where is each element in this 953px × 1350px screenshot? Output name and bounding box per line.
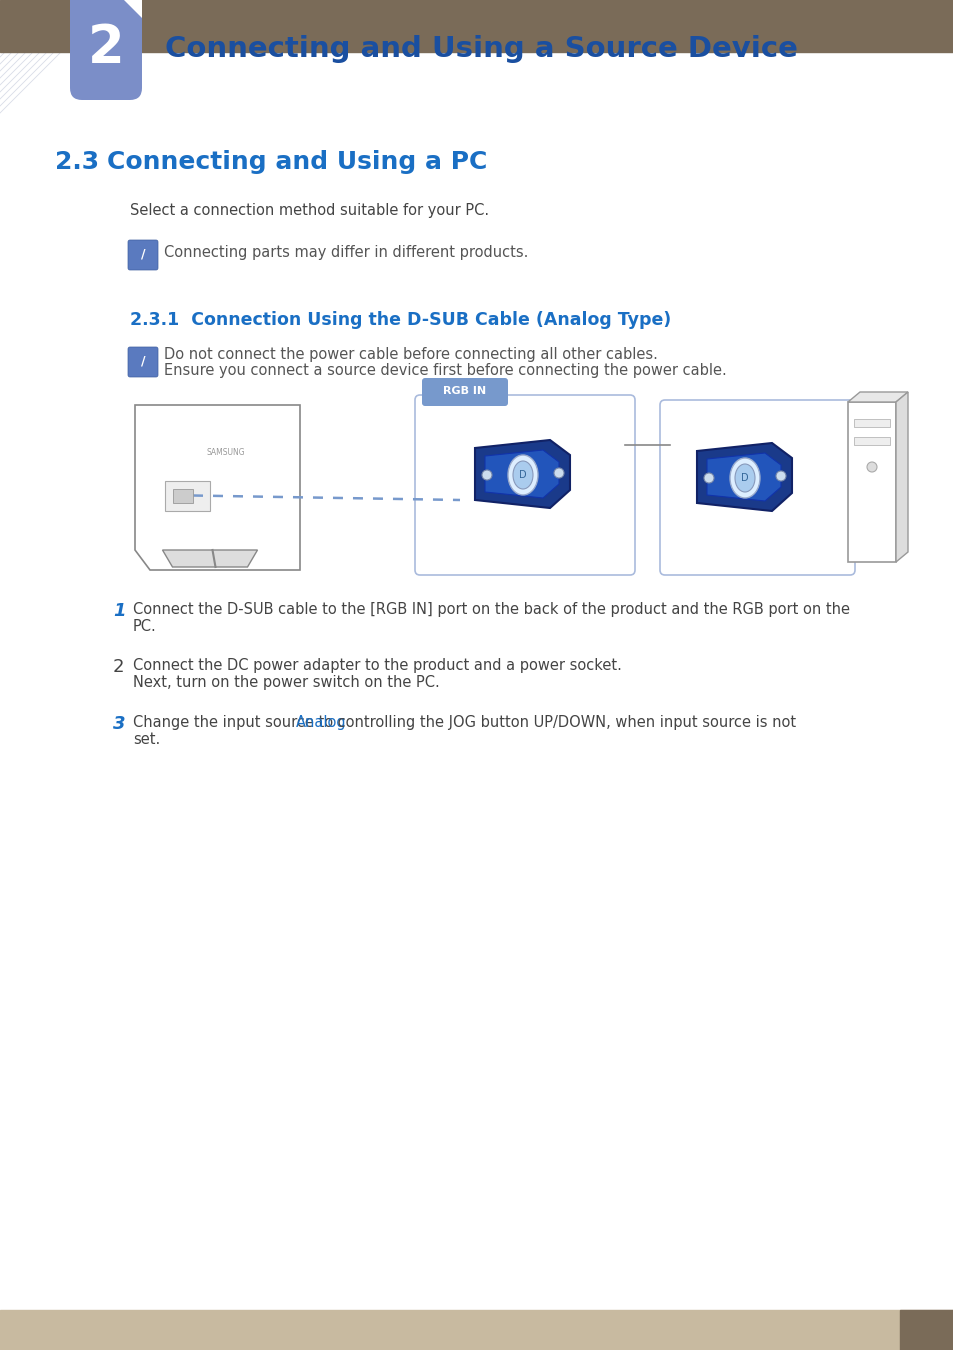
Text: set.: set.: [132, 732, 160, 747]
Text: RGB IN: RGB IN: [443, 386, 486, 396]
Text: /: /: [140, 355, 145, 367]
Text: Connecting and Using a PC: Connecting and Using a PC: [107, 150, 487, 174]
Text: 2.3.1  Connection Using the D-SUB Cable (Analog Type): 2.3.1 Connection Using the D-SUB Cable (…: [130, 310, 671, 329]
Polygon shape: [706, 454, 781, 501]
Text: SAMSUNG: SAMSUNG: [206, 448, 245, 458]
Polygon shape: [895, 392, 907, 562]
Text: Connect the D-SUB cable to the [RGB IN] port on the back of the product and the : Connect the D-SUB cable to the [RGB IN] …: [132, 602, 849, 617]
Text: Ensure you connect a source device first before connecting the power cable.: Ensure you connect a source device first…: [164, 363, 726, 378]
Bar: [165, 481, 210, 510]
Polygon shape: [484, 450, 558, 498]
Text: Analog: Analog: [296, 716, 347, 730]
FancyBboxPatch shape: [659, 400, 854, 575]
Text: Connect the DC power adapter to the product and a power socket.: Connect the DC power adapter to the prod…: [132, 657, 621, 674]
Text: Connecting and Using a Source Device: Connecting and Using a Source Device: [165, 35, 797, 63]
Ellipse shape: [734, 464, 754, 491]
FancyBboxPatch shape: [421, 378, 507, 406]
Bar: [847, 402, 895, 562]
Circle shape: [866, 462, 876, 472]
FancyBboxPatch shape: [70, 0, 142, 100]
Text: Connecting parts may differ in different products.: Connecting parts may differ in different…: [164, 246, 528, 261]
Text: 2.3: 2.3: [55, 150, 99, 174]
FancyBboxPatch shape: [128, 240, 158, 270]
Bar: [172, 489, 193, 502]
FancyBboxPatch shape: [128, 347, 158, 377]
Bar: [70, 0, 142, 20]
Polygon shape: [475, 440, 569, 508]
Circle shape: [775, 471, 785, 481]
Circle shape: [481, 470, 492, 481]
Text: D: D: [518, 470, 526, 481]
Circle shape: [703, 472, 713, 483]
Text: 1: 1: [112, 602, 126, 620]
Bar: [853, 418, 889, 427]
Ellipse shape: [507, 455, 537, 495]
Text: D: D: [740, 472, 748, 483]
Text: 2 Connecting and Using a Source Device: 2 Connecting and Using a Source Device: [613, 1323, 884, 1336]
Bar: [0, 0, 953, 53]
Ellipse shape: [729, 458, 760, 498]
Polygon shape: [847, 392, 907, 402]
Polygon shape: [124, 0, 142, 18]
Text: PC.: PC.: [132, 620, 156, 634]
Text: 3: 3: [112, 716, 126, 733]
Text: Select a connection method suitable for your PC.: Select a connection method suitable for …: [130, 202, 489, 217]
Text: controlling the JOG button UP/DOWN, when input source is not: controlling the JOG button UP/DOWN, when…: [333, 716, 795, 730]
Text: /: /: [140, 247, 145, 261]
Text: Next, turn on the power switch on the PC.: Next, turn on the power switch on the PC…: [132, 675, 439, 690]
Text: 2: 2: [112, 657, 125, 676]
Polygon shape: [697, 443, 791, 512]
Bar: [0, 1310, 953, 1350]
Bar: [853, 437, 889, 446]
Text: 31: 31: [914, 1322, 939, 1339]
Ellipse shape: [513, 460, 533, 489]
Text: Change the input source to: Change the input source to: [132, 716, 337, 730]
FancyBboxPatch shape: [415, 396, 635, 575]
Polygon shape: [135, 405, 299, 570]
Text: Do not connect the power cable before connecting all other cables.: Do not connect the power cable before co…: [164, 347, 658, 362]
Bar: [899, 1310, 953, 1350]
Polygon shape: [162, 549, 257, 567]
Circle shape: [554, 468, 563, 478]
Text: 2: 2: [88, 22, 124, 74]
